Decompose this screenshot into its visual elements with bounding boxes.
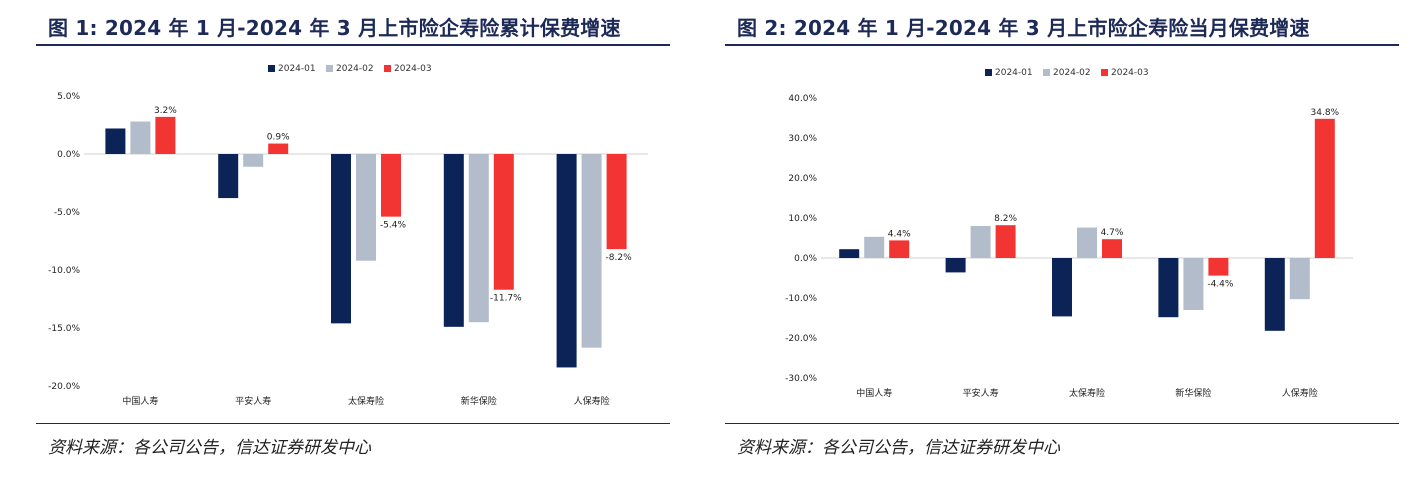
title-rule	[36, 44, 670, 46]
legend-label: 2024-01	[278, 64, 316, 74]
bar-chart-monthly: 2024-01 2024-02 2024-03 40.0% 30.0% 20.0% 10.0…	[785, 68, 1353, 399]
x-category-label: 新华保险	[1175, 387, 1211, 399]
bar-2024-01	[105, 128, 126, 154]
bar-2024-02	[130, 121, 151, 154]
bar-2024-03	[1208, 258, 1229, 276]
bar-2024-02	[864, 236, 885, 258]
bar-2024-01	[331, 154, 351, 324]
y-tick-label: -10.0%	[785, 294, 817, 304]
data-label: 4.4%	[888, 229, 911, 239]
y-tick-label: -5.0%	[54, 208, 81, 218]
bar-2024-03	[155, 116, 176, 154]
bar-2024-01	[1264, 258, 1285, 331]
data-label: -4.4%	[1207, 280, 1234, 290]
bar-2024-03	[889, 240, 910, 258]
y-tick-label: 20.0%	[788, 174, 817, 184]
legend-swatch	[326, 65, 333, 72]
data-label: 4.7%	[1101, 228, 1124, 238]
bar-2024-01	[1052, 258, 1072, 317]
bar-2024-03	[1102, 239, 1122, 258]
bar-2024-01	[1158, 258, 1179, 318]
bar-2024-02	[356, 154, 376, 261]
x-category-label: 人保寿险	[574, 395, 610, 407]
data-label: 3.2%	[154, 106, 177, 116]
bar-2024-02	[970, 226, 991, 258]
x-category-label: 人保寿险	[1282, 387, 1318, 399]
bar-2024-02	[1077, 227, 1097, 258]
figure-title: 图 2: 2024 年 1 月-2024 年 3 月上市险企寿险当月保费增速	[737, 16, 1310, 40]
chart-panel-cumulative: 图 1: 2024 年 1 月-2024 年 3 月上市险企寿险累计保费增速 2…	[36, 0, 670, 477]
bar-2024-02	[243, 154, 264, 167]
data-label: 0.9%	[267, 133, 290, 143]
bar-2024-01	[218, 154, 239, 199]
figure-title: 图 1: 2024 年 1 月-2024 年 3 月上市险企寿险累计保费增速	[48, 16, 621, 40]
y-tick-label: -10.0%	[48, 266, 80, 276]
source-note: 资料来源：各公司公告，信达证券研发中心	[737, 438, 1060, 458]
y-tick-label: -30.0%	[785, 374, 817, 384]
data-label: -11.7%	[490, 294, 522, 304]
legend-swatch	[268, 65, 275, 72]
legend-label: 2024-03	[1111, 68, 1149, 78]
legend-swatch	[1043, 69, 1050, 76]
bar-2024-02	[581, 154, 602, 348]
bar-2024-02	[468, 154, 489, 323]
legend-swatch	[1101, 69, 1108, 76]
legend-label: 2024-01	[995, 68, 1033, 78]
bar-2024-02	[1289, 258, 1310, 300]
chart-panel-monthly: 图 2: 2024 年 1 月-2024 年 3 月上市险企寿险当月保费增速 2…	[725, 0, 1399, 477]
data-label: 8.2%	[994, 214, 1017, 224]
x-category-label: 平安人寿	[963, 387, 999, 399]
source-rule	[725, 423, 1399, 424]
y-tick-label: -20.0%	[48, 382, 80, 392]
x-category-label: 平安人寿	[235, 395, 271, 407]
legend-label: 2024-02	[336, 64, 374, 74]
y-tick-label: 30.0%	[788, 134, 817, 144]
bar-2024-03	[995, 225, 1016, 258]
x-category-label: 新华保险	[461, 395, 497, 407]
x-category-label: 中国人寿	[856, 387, 892, 399]
bar-2024-01	[945, 258, 966, 273]
legend-swatch	[384, 65, 391, 72]
x-category-label: 太保寿险	[1069, 387, 1105, 399]
y-tick-label: 0.0%	[794, 254, 817, 264]
y-tick-label: 40.0%	[788, 94, 817, 104]
bar-2024-01	[443, 154, 464, 327]
y-tick-label: 5.0%	[57, 92, 80, 102]
y-tick-label: -15.0%	[48, 324, 80, 334]
bar-2024-01	[556, 154, 577, 368]
data-label: -8.2%	[606, 253, 633, 263]
title-rule	[725, 44, 1399, 46]
bar-2024-03	[381, 154, 401, 217]
data-label: -5.4%	[380, 221, 407, 231]
bar-2024-01	[839, 249, 860, 258]
legend-swatch	[985, 69, 992, 76]
y-tick-label: 10.0%	[788, 214, 817, 224]
bar-2024-03	[1314, 118, 1335, 258]
y-tick-label: 0.0%	[57, 150, 80, 160]
bar-2024-03	[268, 143, 289, 154]
y-tick-label: -20.0%	[785, 334, 817, 344]
bar-chart-cumulative: 2024-01 2024-02 2024-03 5.0% 0.0% -5.0% -10.0%…	[48, 64, 648, 407]
bar-2024-02	[1183, 258, 1204, 310]
source-rule	[36, 423, 670, 424]
x-category-label: 中国人寿	[122, 395, 158, 407]
x-category-label: 太保寿险	[348, 395, 384, 407]
legend-label: 2024-02	[1053, 68, 1091, 78]
data-label: 34.8%	[1311, 108, 1340, 118]
legend-label: 2024-03	[394, 64, 432, 74]
bar-2024-03	[493, 154, 514, 290]
bar-2024-03	[606, 154, 627, 250]
source-note: 资料来源：各公司公告，信达证券研发中心	[48, 438, 371, 458]
